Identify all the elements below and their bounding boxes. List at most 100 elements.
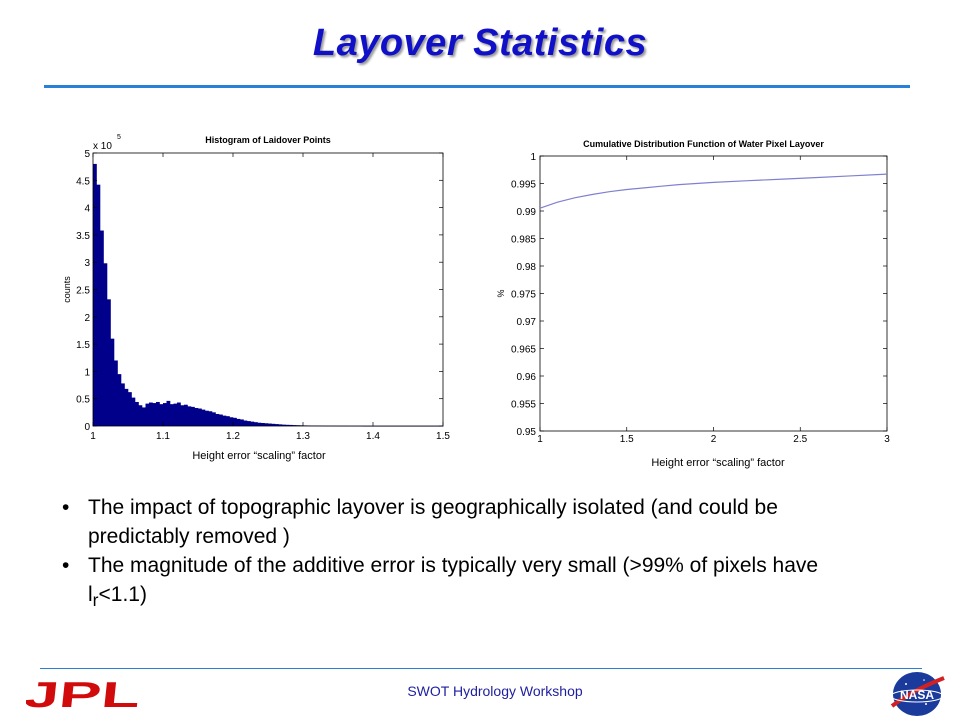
histogram-bar (250, 421, 255, 426)
histogram-bar (205, 410, 209, 426)
cdf-title: Cumulative Distribution Function of Wate… (583, 139, 824, 149)
histogram-y-tick-label: 1 (84, 367, 90, 378)
histogram-bar (257, 422, 262, 426)
bullet-text-end: <1.1) (98, 583, 147, 606)
histogram-bar (170, 404, 174, 426)
histogram-bar (121, 383, 125, 426)
histogram-y-label: counts (62, 276, 72, 303)
histogram-bar (268, 423, 272, 426)
histogram-bar (142, 407, 146, 426)
histogram-y-multiplier-exponent: 5 (117, 134, 121, 141)
histogram-bar (100, 230, 104, 426)
bullet-list: • The impact of topographic layover is g… (62, 493, 882, 615)
histogram-bar (285, 424, 290, 426)
cdf-y-tick-label: 0.985 (511, 235, 536, 246)
bullet-subscript: r (92, 590, 99, 611)
histogram-bar (261, 422, 265, 426)
histogram-bar (243, 420, 248, 426)
bullet-item-magnitude: • The magnitude of the additive error is… (62, 551, 882, 615)
bullet-dot: • (62, 554, 70, 577)
histogram-y-tick-label: 4 (84, 204, 90, 215)
jpl-logo: JPL (26, 676, 142, 712)
histogram-y-multiplier: x 10 (93, 141, 112, 152)
histogram-axes-box (92, 152, 444, 427)
histogram-bar (219, 414, 223, 426)
histogram-x-tick-label: 1.4 (366, 431, 380, 442)
histogram-bar (124, 388, 129, 426)
histogram-x-tick-label: 1.5 (436, 431, 450, 442)
cdf-y-tick-label: 1 (530, 152, 536, 163)
cdf-y-tick-label: 0.96 (517, 372, 537, 383)
histogram-bar (145, 403, 150, 426)
histogram-y-tick-label: 0.5 (76, 395, 90, 406)
histogram-title: Histogram of Laidover Points (205, 135, 331, 145)
histogram-bar (149, 402, 153, 426)
cdf-x-label: Height error “scaling” factor (651, 457, 785, 469)
cdf-y-tick-label: 0.98 (517, 262, 537, 273)
histogram-bar (163, 403, 167, 426)
nasa-logo-text: NASA (900, 688, 934, 702)
histogram-bar (93, 163, 97, 427)
slide-title: Layover Statistics (312, 22, 648, 64)
histogram-y-tick-label: 3 (84, 258, 90, 269)
histogram-bar (114, 360, 118, 426)
histogram-bar (229, 417, 234, 426)
histogram-bar (96, 184, 101, 426)
histogram-y-tick-label: 4.5 (76, 176, 90, 187)
cdf-y-tick-label: 0.955 (511, 400, 536, 411)
histogram-bar (166, 400, 171, 426)
histogram-bar (184, 404, 188, 426)
bullet-text: The impact of topographic layover is geo… (88, 496, 778, 548)
histogram-bar (198, 408, 202, 426)
bullet-dot: • (62, 496, 70, 519)
histogram-bar (135, 401, 139, 426)
histogram-bar (296, 425, 300, 426)
histogram-bar (236, 418, 241, 426)
cdf-series-line (539, 173, 888, 209)
histogram-bar (278, 424, 283, 426)
histogram-y-tick-label: 1.5 (76, 340, 90, 351)
histogram-bar (128, 392, 132, 426)
nasa-logo: NASA (890, 672, 945, 716)
histogram-bar (282, 424, 286, 426)
cdf-y-tick-label: 0.99 (517, 207, 537, 218)
histogram-y-tick-label: 5 (84, 149, 90, 160)
histogram-bar (131, 397, 136, 426)
histogram-bar (208, 411, 213, 426)
histogram-bar (194, 407, 199, 426)
histogram-bar (247, 421, 251, 426)
cdf-y-tick-label: 0.95 (517, 427, 537, 438)
bullet-text: The magnitude of the additive error is t… (88, 554, 819, 606)
histogram-bar (215, 413, 220, 426)
histogram-y-tick-label: 0 (84, 422, 90, 433)
histogram-bar (254, 422, 258, 426)
histogram-y-tick-label: 2.5 (76, 286, 90, 297)
histogram-x-tick-label: 1.3 (296, 431, 310, 442)
cdf-y-tick-label: 0.975 (511, 290, 536, 301)
histogram-bar (110, 338, 115, 426)
cdf-y-tick-label: 0.97 (517, 317, 537, 328)
cdf-y-tick-label: 0.995 (511, 180, 536, 191)
histogram-bar (271, 423, 276, 426)
histogram-bar (107, 299, 111, 426)
histogram-y-tick-label: 2 (84, 313, 90, 324)
histogram-bar (222, 415, 227, 426)
cdf-x-tick-label: 2.5 (793, 434, 807, 445)
cdf-x-tick-label: 3 (884, 434, 890, 445)
cdf-axes-box (539, 155, 888, 432)
histogram-bar (264, 423, 269, 426)
charts-area: 1 1.1 1.2 1.3 1.4 1.5 0 0.5 1 1.5 2 2.5 3 3.5 4 4.5 5 His… (62, 134, 890, 469)
cdf-y-tick-label: 0.965 (511, 345, 536, 356)
histogram-bar (159, 404, 164, 426)
histogram-x-tick-label: 1.1 (156, 431, 170, 442)
histogram-y-tick-label: 3.5 (76, 231, 90, 242)
histogram-bar (201, 409, 206, 426)
histogram-bar (138, 405, 143, 426)
title-divider (44, 85, 910, 88)
cdf-y-label: % (496, 289, 506, 297)
histogram-bar (212, 412, 216, 426)
histogram-bar (292, 425, 297, 426)
histogram-bar (103, 263, 108, 426)
histogram-bar (289, 424, 293, 426)
histogram-bar (173, 403, 178, 426)
